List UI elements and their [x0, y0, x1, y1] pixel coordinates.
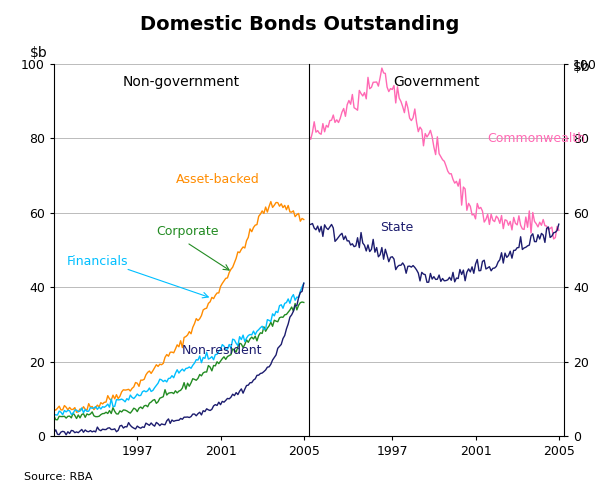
Y-axis label: $b: $b	[573, 60, 591, 74]
Text: Non-government: Non-government	[123, 75, 240, 89]
Text: Government: Government	[393, 75, 480, 89]
Text: Non-resident: Non-resident	[182, 344, 262, 357]
Text: State: State	[380, 221, 413, 234]
Text: Corporate: Corporate	[156, 225, 218, 238]
Y-axis label: $b: $b	[30, 46, 47, 60]
Text: Asset-backed: Asset-backed	[176, 172, 260, 186]
Text: Financials: Financials	[67, 255, 128, 268]
Text: Domestic Bonds Outstanding: Domestic Bonds Outstanding	[140, 15, 460, 34]
Text: Source: RBA: Source: RBA	[24, 472, 92, 482]
Text: Commonwealth: Commonwealth	[487, 132, 586, 145]
